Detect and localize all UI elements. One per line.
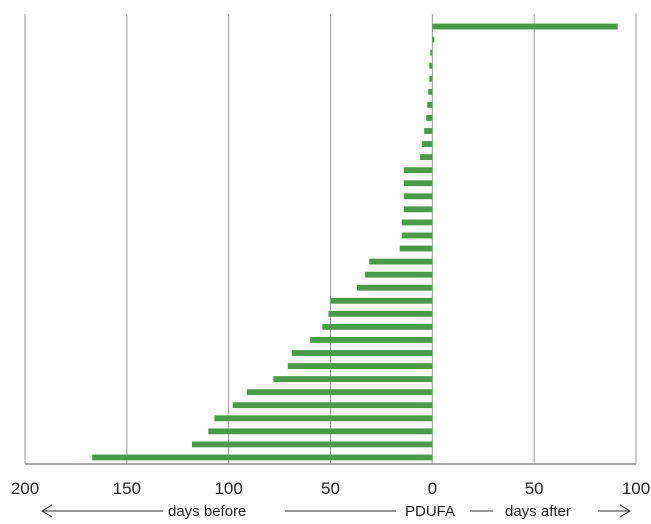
bar xyxy=(399,245,433,252)
bar xyxy=(427,101,433,108)
axis-annotation: days before PDUFA days after xyxy=(41,503,631,520)
bar xyxy=(310,337,433,343)
bar xyxy=(192,441,433,448)
x-tick-label: 150 xyxy=(113,479,141,498)
bar xyxy=(429,75,433,82)
bar xyxy=(426,115,433,121)
bar xyxy=(432,36,435,43)
x-tick-label: 50 xyxy=(525,479,544,498)
bar xyxy=(401,219,433,226)
bar xyxy=(428,88,433,95)
bar xyxy=(208,428,433,435)
days-after-label: days after xyxy=(505,503,571,519)
bar xyxy=(273,376,433,383)
arrow-right-head xyxy=(619,504,631,518)
bar xyxy=(92,454,433,461)
bars xyxy=(92,23,618,461)
bar xyxy=(232,402,433,409)
bar xyxy=(246,389,433,396)
days-before-label: days before xyxy=(168,503,246,519)
bar xyxy=(291,350,433,356)
bar xyxy=(330,297,433,304)
x-axis-ticks: 200 150 100 50 0 50 100 xyxy=(11,479,650,498)
bar xyxy=(287,363,433,369)
bar xyxy=(430,49,433,56)
bar xyxy=(403,206,433,213)
x-tick-label: 0 xyxy=(428,479,437,498)
bar xyxy=(369,258,433,265)
bar xyxy=(365,271,433,278)
bar xyxy=(214,415,433,422)
x-tick-label: 200 xyxy=(11,479,39,498)
bar xyxy=(403,167,433,174)
x-tick-label: 100 xyxy=(214,479,242,498)
bar xyxy=(422,141,433,147)
bar xyxy=(328,310,433,317)
bar xyxy=(432,23,618,30)
gridlines xyxy=(24,14,637,464)
bar xyxy=(401,232,433,239)
arrow-left-head xyxy=(41,504,53,518)
bar xyxy=(322,323,433,330)
bar xyxy=(429,62,433,69)
bar xyxy=(403,180,433,187)
pdufa-label: PDUFA xyxy=(405,503,455,519)
bar xyxy=(403,193,433,200)
bar xyxy=(420,154,433,161)
bar xyxy=(424,128,433,134)
x-tick-label: 50 xyxy=(321,479,340,498)
bar xyxy=(356,284,433,291)
x-tick-label: 100 xyxy=(622,479,650,498)
